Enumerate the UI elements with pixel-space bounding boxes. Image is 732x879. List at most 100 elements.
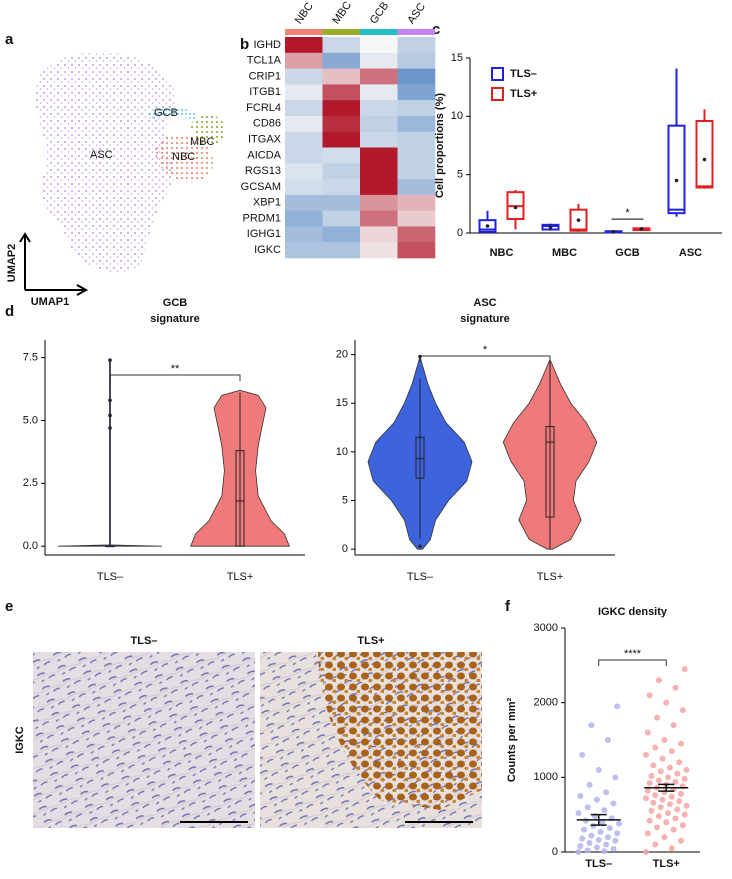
heatmap-cell — [322, 242, 361, 259]
point — [683, 802, 690, 809]
point — [575, 810, 582, 817]
row-label: CD86 — [253, 118, 281, 130]
heatmap-cell — [360, 131, 398, 148]
heatmap-cell — [360, 68, 398, 85]
x-tick-label: TLS– — [97, 571, 124, 583]
significance-label: * — [625, 207, 630, 219]
point — [652, 744, 659, 751]
row-label: IGHG1 — [247, 228, 281, 240]
heatmap-cell — [322, 194, 361, 211]
point — [643, 849, 649, 855]
point — [657, 804, 664, 811]
column-label: ASC — [405, 1, 428, 26]
significance-label: ** — [171, 363, 180, 375]
column-color — [285, 29, 323, 35]
y-axis-label: Cell proportions (%) — [434, 93, 446, 198]
heatmap-cell — [360, 52, 398, 69]
point — [579, 751, 586, 758]
column-label: NBC — [293, 0, 316, 26]
point — [665, 774, 672, 781]
row-label: IGKC — [254, 244, 281, 256]
point — [681, 811, 688, 818]
outlier — [108, 413, 112, 418]
heatmap-cell — [322, 52, 361, 69]
x-tick-label: TLS+ — [653, 858, 680, 870]
point — [655, 677, 662, 684]
image-title: TLS– — [131, 635, 158, 647]
heatmap-cell — [397, 242, 436, 259]
cluster-nbc — [156, 134, 213, 183]
point — [579, 835, 586, 842]
row-label: FCRL4 — [246, 102, 281, 114]
point — [646, 780, 653, 787]
y-tick-label: 0 — [457, 227, 463, 239]
point — [648, 772, 655, 779]
point — [603, 789, 610, 796]
point — [659, 796, 666, 803]
outlier — [418, 544, 422, 549]
y-tick-label: 10 — [451, 110, 463, 122]
legend-label: TLS– — [510, 68, 537, 80]
point — [593, 796, 600, 803]
row-label: AICDA — [247, 149, 281, 161]
heatmap-cell — [322, 179, 361, 196]
point — [663, 819, 670, 826]
y-tick-label: 15 — [451, 52, 463, 64]
point — [677, 837, 684, 844]
point — [586, 781, 593, 788]
x-tick-label: ASC — [679, 247, 702, 259]
stain-label: IGKC — [14, 726, 26, 754]
point — [584, 804, 591, 811]
point — [610, 846, 617, 853]
point — [646, 692, 653, 699]
heatmap-cell — [360, 194, 398, 211]
box — [667, 124, 686, 215]
point — [677, 790, 684, 797]
point — [577, 793, 584, 799]
y-tick-label: 0 — [552, 846, 558, 858]
cluster-label: NBC — [172, 151, 195, 163]
point — [648, 807, 655, 814]
heatmap-cell — [285, 226, 323, 243]
heatmap-cell — [322, 84, 361, 101]
legend-swatch — [491, 67, 504, 81]
point — [644, 729, 651, 736]
heatmap-cell — [397, 194, 436, 211]
y-tick-label: 5.0 — [23, 414, 38, 426]
error-bar — [590, 813, 607, 826]
heatmap-cell — [360, 163, 398, 180]
heatmap-cell — [322, 115, 361, 133]
stained-region — [318, 652, 482, 810]
x-tick-label: TLS– — [407, 571, 434, 583]
point — [604, 834, 611, 841]
heatmap-cell — [397, 179, 436, 196]
heatmap-cell — [397, 147, 436, 164]
heatmap-cell — [397, 68, 436, 85]
y-tick-label: 20 — [336, 348, 348, 360]
point — [603, 841, 610, 848]
y-tick-label: 3000 — [534, 622, 558, 634]
point — [654, 714, 661, 721]
point — [597, 828, 604, 835]
point — [672, 815, 679, 822]
point — [595, 837, 602, 844]
point — [606, 825, 613, 832]
row-label: PRDM1 — [242, 212, 281, 224]
umap-x-label: UMAP1 — [31, 296, 70, 308]
heatmap-cell — [322, 210, 361, 227]
panel-label: b — [240, 36, 249, 53]
heatmap-cell — [397, 210, 436, 227]
heatmap-cell — [397, 37, 436, 54]
heatmap-cell — [397, 226, 436, 243]
heatmap-cell — [360, 115, 398, 133]
heatmap-cell — [285, 210, 323, 227]
point — [661, 834, 668, 841]
point — [676, 759, 683, 766]
mean — [702, 157, 707, 162]
point — [614, 830, 621, 837]
mean — [611, 230, 616, 234]
column-label: MBC — [330, 0, 354, 26]
heatmap-cell — [285, 131, 323, 148]
chart-title: GCB — [163, 297, 188, 309]
